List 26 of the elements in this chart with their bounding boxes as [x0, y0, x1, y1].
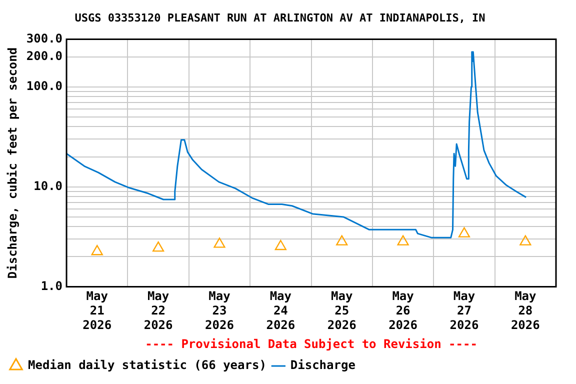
- x-tick-label: May 28 2026: [510, 289, 540, 332]
- legend-label: Median daily statistic (66 years): [28, 358, 266, 372]
- chart-title: USGS 03353120 PLEASANT RUN AT ARLINGTON AV AT INDIANAPOLIS, IN: [74, 11, 486, 24]
- y-tick-label: 300.0: [26, 31, 63, 46]
- x-tick-label: May 26 2026: [388, 289, 418, 332]
- point: [520, 235, 532, 246]
- legend-label: Discharge: [290, 358, 356, 372]
- point: [214, 238, 226, 248]
- x-tick-label: May 22 2026: [144, 289, 173, 332]
- y-tick-label: 200.0: [26, 48, 63, 63]
- x-tick-label: May 23 2026: [205, 289, 234, 332]
- text: ---- Provisional Data Subject to Revision ----: [145, 337, 478, 352]
- x-tick-label: May 21 2026: [82, 289, 112, 332]
- point: [152, 241, 164, 252]
- y-tick-label: 1.0: [40, 278, 63, 293]
- point: [458, 227, 470, 238]
- y-tick-label: 10.0: [34, 178, 63, 193]
- x-tick-label: May 25 2026: [327, 289, 356, 332]
- point: [274, 240, 286, 250]
- point: [397, 235, 409, 246]
- y-axis-title: Discharge, cubic feet per second: [5, 47, 20, 279]
- point: [91, 245, 103, 256]
- point: [336, 235, 348, 246]
- x-tick-label: May 24 2026: [266, 289, 296, 332]
- y-tick-label: 100.0: [26, 79, 63, 94]
- x-tick-label: May 27 2026: [450, 289, 479, 332]
